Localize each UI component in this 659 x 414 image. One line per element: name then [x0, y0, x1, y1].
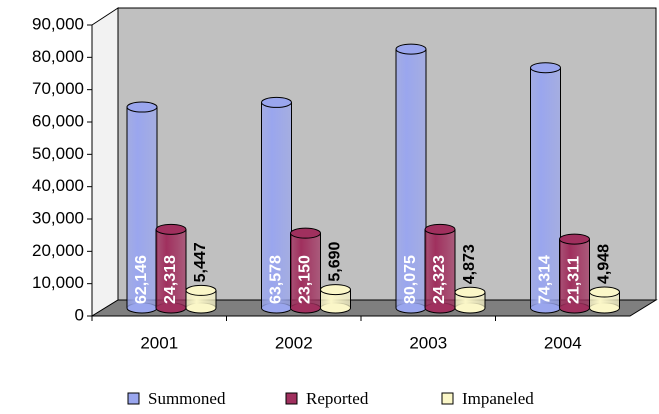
- bar-top: [290, 227, 321, 239]
- bar: [425, 229, 455, 308]
- legend-swatch: [441, 392, 454, 405]
- bar-top: [261, 96, 292, 108]
- bar: [290, 233, 321, 308]
- bar-top: [395, 43, 427, 55]
- value-label: 5,690: [327, 241, 344, 281]
- value-label: 4,873: [461, 244, 478, 284]
- value-label: 63,578: [268, 255, 285, 304]
- x-tick-label: 2004: [544, 333, 582, 352]
- bar: [530, 67, 561, 308]
- bar-top: [559, 233, 590, 245]
- legend-label: Summoned: [148, 389, 226, 408]
- x-tick-label: 2002: [275, 333, 313, 352]
- bar: [156, 229, 186, 308]
- bar-top: [454, 286, 486, 298]
- bar-top: [126, 101, 158, 113]
- y-tick-label: 50,000: [32, 144, 84, 163]
- bar: [559, 239, 590, 308]
- bar-top: [530, 62, 561, 74]
- bar-top: [320, 284, 351, 296]
- x-tick-label: 2003: [409, 333, 447, 352]
- legend-swatch: [127, 392, 140, 405]
- value-label: 62,146: [133, 255, 150, 304]
- y-tick-label: 60,000: [32, 111, 84, 130]
- legend-swatch: [285, 392, 298, 405]
- y-tick-label: 90,000: [32, 14, 84, 33]
- value-label: 24,318: [162, 255, 179, 304]
- y-tick-label: 20,000: [32, 241, 84, 260]
- bar-top: [155, 223, 187, 235]
- bar-top: [185, 284, 217, 296]
- y-tick-label: 70,000: [32, 79, 84, 98]
- value-label: 4,948: [596, 244, 613, 284]
- side-wall: [91, 7, 119, 317]
- y-tick-label: 0: [75, 305, 84, 324]
- x-tick-label: 2001: [140, 333, 178, 352]
- value-label: 21,311: [566, 256, 583, 304]
- bar: [396, 49, 426, 309]
- bar: [261, 102, 292, 308]
- y-tick-label: 80,000: [32, 47, 84, 66]
- legend-label: Reported: [306, 389, 369, 408]
- value-label: 23,150: [297, 255, 314, 304]
- bar-top: [589, 286, 620, 298]
- bar: [127, 107, 157, 308]
- legend-label: Impaneled: [462, 389, 534, 408]
- bar-top: [424, 223, 456, 235]
- value-label: 74,314: [537, 255, 554, 304]
- y-tick-label: 30,000: [32, 208, 84, 227]
- value-label: 5,447: [192, 242, 209, 282]
- y-tick-label: 40,000: [32, 176, 84, 195]
- value-label: 24,323: [431, 255, 448, 304]
- y-tick-label: 10,000: [32, 273, 84, 292]
- value-label: 80,075: [402, 255, 419, 304]
